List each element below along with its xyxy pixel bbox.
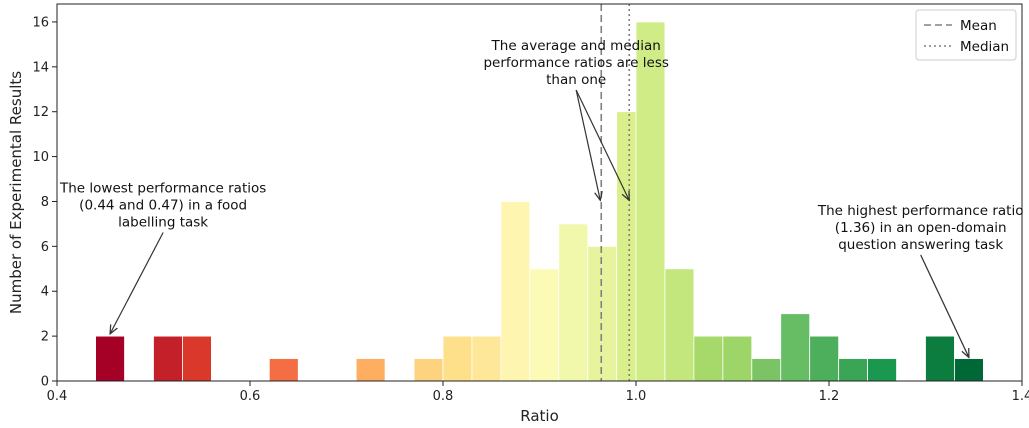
annotations-group: The lowest performance ratios(0.44 and 0…	[59, 38, 1023, 357]
histogram-bar	[925, 335, 955, 382]
x-axis-label: Ratio	[520, 407, 559, 425]
plot-frame	[56, 3, 1023, 382]
histogram-bar	[558, 223, 589, 382]
y-tick-label: 14	[32, 60, 49, 75]
histogram-bar	[751, 358, 782, 382]
y-tick-label: 0	[41, 375, 49, 390]
annotation-text-line: performance ratios are less	[483, 55, 668, 71]
y-tick-label: 2	[41, 330, 49, 345]
histogram-bar	[954, 358, 984, 382]
annotation-text-line: The lowest performance ratios	[59, 181, 266, 197]
x-tick-label: 0.4	[47, 389, 68, 404]
histogram-bar	[809, 335, 840, 382]
histogram-bar	[867, 358, 897, 382]
y-tick-label: 16	[32, 15, 49, 30]
annotation-text-line: The average and median	[491, 38, 661, 54]
histogram-bar	[500, 201, 531, 382]
histogram-bar	[413, 358, 444, 382]
y-axis-ticks: 0 2 4 6 8 10 12 14 16	[32, 15, 57, 390]
legend-box	[915, 9, 1017, 61]
histogram-bar	[529, 268, 560, 382]
x-tick-label: 0.8	[433, 389, 454, 404]
annotation-text-line: (1.36) in an open-domain	[835, 220, 1007, 236]
annotation-arrow	[920, 254, 969, 357]
histogram-bar	[442, 335, 473, 382]
histogram-bar	[587, 245, 618, 382]
histogram-bar	[182, 335, 212, 382]
legend-label-mean: Mean	[960, 18, 997, 34]
y-tick-label: 10	[32, 150, 49, 165]
legend-label-median: Median	[960, 39, 1009, 55]
histogram-bar	[780, 313, 811, 382]
annotation-text-line: labelling task	[118, 215, 208, 231]
x-tick-label: 0.6	[240, 389, 261, 404]
annotation-arrow	[575, 89, 600, 200]
legend: Mean Median	[915, 9, 1017, 61]
annotation-text-line: The highest performance ratio	[817, 203, 1024, 219]
y-tick-label: 6	[41, 240, 49, 255]
histogram-bar	[355, 358, 386, 382]
x-tick-label: 1.0	[626, 389, 647, 404]
annotation-text-line: (0.44 and 0.47) in a food	[79, 198, 247, 214]
histogram-bar	[693, 335, 724, 382]
annotation-lowest: The lowest performance ratios(0.44 and 0…	[59, 181, 266, 334]
histogram-bar	[635, 21, 666, 382]
annotation-highest: The highest performance ratio(1.36) in a…	[817, 203, 1024, 357]
x-tick-label: 1.4	[1012, 389, 1029, 404]
histogram-bar	[722, 335, 753, 382]
histogram-bar	[268, 358, 299, 382]
annotation-arrow	[110, 232, 164, 334]
y-axis-label: Number of Experimental Results	[7, 71, 25, 314]
histogram-bar	[664, 268, 695, 382]
bars-group	[95, 21, 984, 382]
annotation-text-line: question answering task	[838, 237, 1003, 253]
histogram-bar	[95, 335, 125, 382]
annotation-text-line: than one	[546, 72, 606, 88]
y-tick-label: 4	[41, 285, 49, 300]
annotation-arrow	[575, 89, 629, 200]
x-axis-ticks: 0.4 0.6 0.8 1.0 1.2 1.4	[47, 381, 1029, 404]
histogram-bar	[471, 335, 502, 382]
histogram-bar	[153, 335, 183, 382]
histogram-bar	[838, 358, 869, 382]
y-tick-label: 8	[41, 195, 49, 210]
x-tick-label: 1.2	[819, 389, 840, 404]
y-tick-label: 12	[32, 105, 49, 120]
